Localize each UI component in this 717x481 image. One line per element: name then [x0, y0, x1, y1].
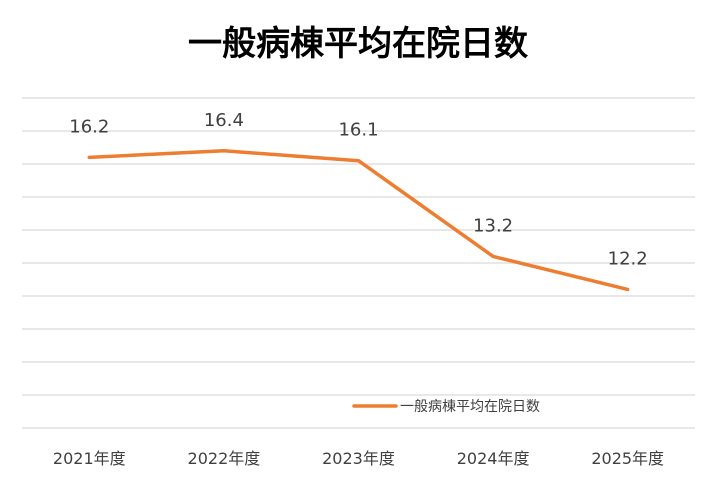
- legend-label: 一般病棟平均在院日数: [400, 399, 540, 415]
- data-label-2: 16.1: [338, 120, 378, 141]
- x-tick-label-0: 2021年度: [53, 449, 126, 468]
- x-tick-label-1: 2022年度: [188, 449, 261, 468]
- x-axis-tick-labels: 2021年度 2022年度 2023年度 2024年度 2025年度: [53, 449, 664, 468]
- data-label-0: 16.2: [69, 116, 109, 137]
- series-layer: 16.2 16.4 16.1 13.2 12.2: [69, 110, 648, 292]
- chart-title: 一般病棟平均在院日数: [188, 24, 528, 64]
- data-label-3: 13.2: [473, 215, 513, 236]
- series-line-0: [87, 149, 630, 292]
- gridlines: [22, 97, 695, 429]
- data-label-4: 12.2: [608, 248, 648, 269]
- x-tick-label-2: 2023年度: [322, 449, 395, 468]
- data-label-1: 16.4: [204, 110, 244, 131]
- legend: 一般病棟平均在院日数: [352, 399, 540, 415]
- x-tick-label-3: 2024年度: [457, 449, 530, 468]
- x-tick-label-4: 2025年度: [591, 449, 664, 468]
